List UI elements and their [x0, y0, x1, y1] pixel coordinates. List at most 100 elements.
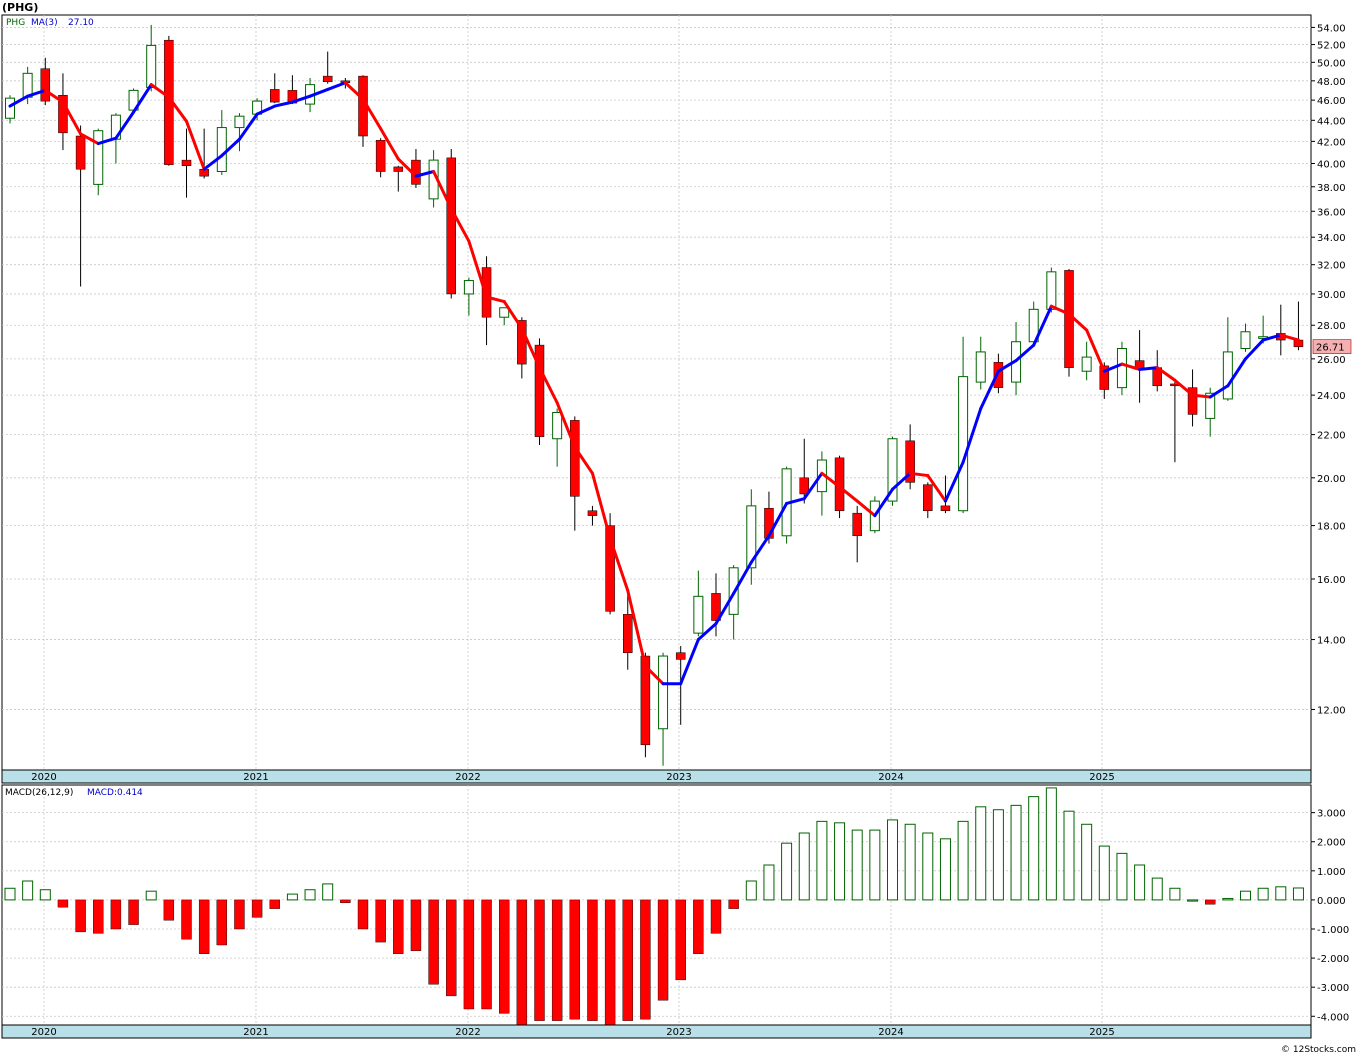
- candle: [852, 505, 862, 563]
- ma-line-segment: [167, 95, 188, 123]
- candle: [587, 505, 598, 526]
- macd-bar-negative: [551, 899, 563, 1021]
- watermark: © 12Stocks.com: [1281, 1045, 1356, 1055]
- ma-line-segment: [1155, 366, 1177, 382]
- candle: [322, 51, 333, 84]
- candle: [463, 277, 474, 316]
- candle: [923, 482, 933, 519]
- candle-body-up: [975, 351, 986, 383]
- macd-bar-positive: [39, 889, 51, 901]
- ma-line-segment: [608, 536, 630, 592]
- candle: [58, 73, 68, 151]
- ma-line-segment: [996, 359, 1018, 373]
- last-price-label: 26.71: [1316, 343, 1345, 354]
- candle-body-down: [675, 652, 686, 660]
- candle: [358, 75, 368, 147]
- ma-line-segment: [855, 499, 877, 518]
- candle-body-up: [1116, 348, 1127, 389]
- candle-body-up: [93, 130, 104, 185]
- ma-line-segment: [467, 239, 489, 299]
- candle-body-up: [499, 307, 510, 318]
- candle-body-down: [181, 159, 192, 167]
- ma-line-segment: [1191, 393, 1212, 399]
- ma-line-segment: [149, 83, 171, 99]
- macd-bar-positive: [145, 890, 157, 901]
- macd-bar-negative: [728, 899, 739, 909]
- price-panel: 54.00 52.00 50.00 48.00 46.00 44.00 42.00 40.00…: [1, 14, 1352, 771]
- macd-bar-positive: [992, 809, 1004, 901]
- macd-bar-positive: [1134, 864, 1146, 901]
- macd-bar-positive: [745, 880, 757, 901]
- macd-bar-positive: [781, 842, 793, 901]
- macd-y-tick-label: 2.000: [1317, 838, 1346, 849]
- macd-y-axis: 3.000 2.000 1.000 0.000 -1.000 -2.000 -3.000 -4…: [1311, 809, 1349, 1023]
- legend-ma-value: 27.10: [68, 18, 94, 28]
- candle-body-up: [693, 595, 704, 634]
- candle: [640, 652, 651, 758]
- year-label: 2025: [1089, 1027, 1114, 1038]
- ma-line-segment: [185, 119, 206, 171]
- price-y-tick-label: 14.00: [1317, 636, 1346, 647]
- year-label: 2020: [31, 772, 56, 783]
- macd-bar-positive: [851, 829, 863, 901]
- price-year-labels: 2020 2021 2022 2023 2024 2025: [31, 772, 1114, 783]
- ma-line-segment: [1226, 357, 1247, 388]
- ma-line-segment: [926, 474, 947, 503]
- candle: [799, 438, 809, 504]
- macd-bar-positive: [939, 838, 951, 901]
- macd-bar-positive: [286, 893, 298, 901]
- candle: [181, 128, 192, 198]
- candle-body-down: [852, 512, 862, 537]
- candle-body-down: [393, 166, 404, 172]
- macd-panel: 3.000 2.000 1.000 0.000 -1.000 -2.000 -3.000 -4…: [1, 784, 1349, 1026]
- price-y-tick-label: 30.00: [1317, 290, 1346, 301]
- year-label: 2021: [243, 1027, 268, 1038]
- candle: [1064, 268, 1074, 377]
- macd-bar-negative: [1204, 899, 1216, 905]
- ma-line-segment: [802, 471, 824, 501]
- candle-body-down: [940, 505, 951, 511]
- macd-bar-positive: [1169, 887, 1181, 901]
- ma-line-segment: [114, 110, 136, 140]
- ma-line-segment: [414, 170, 436, 178]
- price-y-tick-label: 16.00: [1317, 575, 1346, 586]
- candle: [887, 436, 898, 506]
- ma-line-segment: [908, 471, 930, 478]
- macd-bar-positive: [798, 832, 810, 901]
- ma-line-segment: [573, 445, 594, 475]
- price-y-tick-label: 32.00: [1317, 261, 1346, 272]
- macd-bar-negative: [93, 899, 104, 934]
- ma-line-segment: [290, 94, 312, 104]
- candle: [93, 128, 104, 196]
- macd-bar-positive: [1257, 887, 1269, 901]
- ma-line-segment: [1261, 333, 1283, 342]
- candle-body-up: [5, 97, 15, 119]
- macd-bar-positive: [1187, 899, 1199, 902]
- candle: [446, 149, 456, 299]
- macd-time-band: [1, 1024, 1312, 1039]
- macd-bar-positive: [1045, 787, 1057, 901]
- macd-bar-negative: [569, 899, 580, 1020]
- candle: [905, 424, 915, 490]
- macd-bars: [4, 787, 1304, 1026]
- ma-line-segment: [820, 471, 842, 489]
- macd-bar-negative: [163, 899, 175, 921]
- macd-bar-negative: [357, 899, 369, 930]
- macd-bar-positive: [1081, 823, 1093, 901]
- macd-bar-negative: [516, 899, 528, 1026]
- ma-line-segment: [838, 485, 859, 503]
- macd-bar-positive: [763, 864, 775, 901]
- price-y-tick-label: 24.00: [1317, 391, 1346, 402]
- macd-bar-positive: [1240, 890, 1251, 901]
- ma-line-segment: [538, 366, 559, 405]
- price-y-tick-label: 42.00: [1317, 137, 1346, 148]
- macd-y-tick-label: 3.000: [1317, 809, 1346, 820]
- ma-line-segment: [26, 88, 47, 98]
- macd-bar-positive: [834, 822, 846, 901]
- ma-line-segment: [1279, 333, 1300, 342]
- candle-body-down: [993, 362, 1004, 388]
- candle: [605, 513, 615, 615]
- macd-bar-positive: [904, 823, 916, 901]
- ma-line-segment: [361, 97, 383, 131]
- ma-line-segment: [61, 100, 83, 136]
